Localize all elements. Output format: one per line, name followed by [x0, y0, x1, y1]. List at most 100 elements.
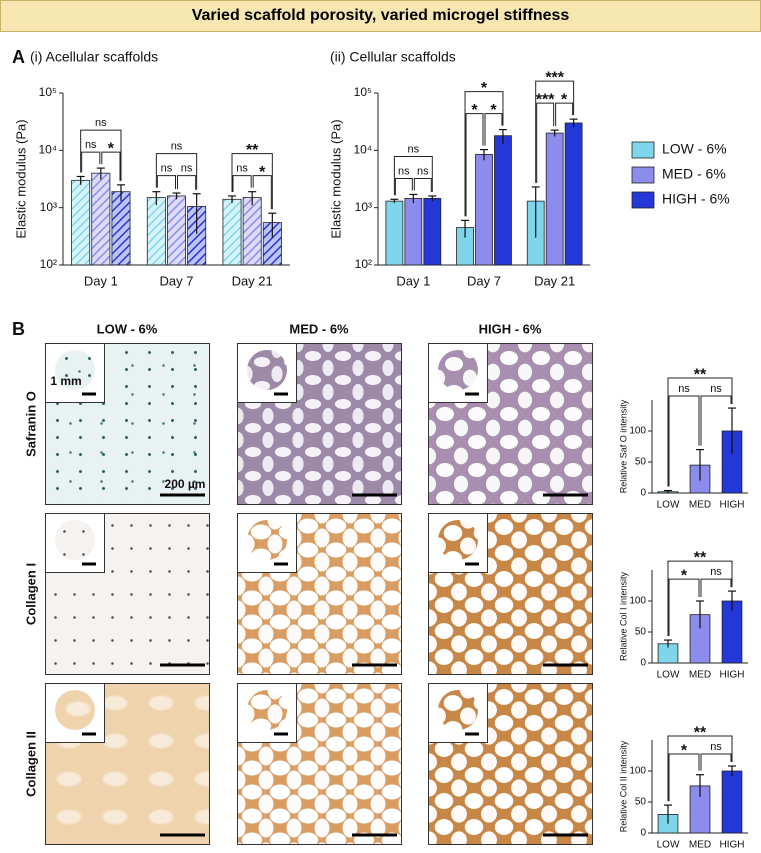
- inset-disc: [55, 520, 95, 560]
- y-axis-label: Relative Col II intensity: [618, 740, 628, 832]
- y-tick-label: 100: [629, 596, 646, 607]
- legend-label: HIGH - 6%: [662, 191, 730, 207]
- significance-bracket: [555, 102, 574, 127]
- significance-label: *: [561, 91, 568, 108]
- y-tick-label: 10³: [355, 200, 372, 214]
- significance-bracket: [177, 175, 197, 190]
- significance-label: *: [471, 102, 478, 119]
- bar: [222, 198, 242, 266]
- bar: [167, 195, 186, 266]
- significance-bracket: [465, 113, 484, 217]
- significance-label: ns: [236, 163, 248, 175]
- y-tick-label: 0: [640, 488, 646, 499]
- x-tick-label: Day 7: [160, 273, 194, 288]
- bar: [494, 135, 512, 266]
- legend-swatch: [631, 191, 655, 209]
- legend-label: MED - 6%: [662, 166, 726, 182]
- x-tick-label: HIGH: [720, 500, 745, 511]
- bar: [423, 198, 442, 266]
- significance-label: **: [694, 724, 707, 741]
- y-tick-label: 10⁵: [354, 85, 372, 99]
- significance-label: **: [694, 549, 707, 566]
- chart-title: (i) Acellular scaffolds: [30, 49, 158, 65]
- x-tick-label: HIGH: [720, 670, 745, 681]
- significance-bracket: [535, 80, 575, 183]
- x-tick-label: MED: [689, 670, 711, 681]
- x-tick-label: LOW: [657, 670, 680, 681]
- micrograph: [45, 513, 210, 675]
- significance-bracket: [231, 153, 273, 210]
- significance-bracket: [700, 753, 732, 771]
- significance-label: ns: [710, 383, 722, 395]
- y-tick-label: 10⁴: [38, 143, 57, 157]
- significance-label: **: [694, 366, 707, 383]
- y-tick-label: 50: [635, 797, 647, 808]
- significance-bracket: [484, 113, 503, 146]
- significance-label: ns: [181, 163, 193, 175]
- x-tick-label: Day 21: [534, 273, 575, 288]
- x-tick-label: MED: [689, 500, 711, 511]
- significance-label: ns: [710, 566, 722, 578]
- legend-swatch: [631, 141, 655, 159]
- legend-swatch: [631, 166, 655, 184]
- scale-label: 200 µm: [165, 477, 206, 491]
- panel-label: A: [12, 47, 25, 67]
- micrograph: [428, 343, 593, 505]
- significance-bracket: [668, 753, 700, 802]
- inset: [238, 684, 297, 743]
- column-header: LOW - 6%: [97, 321, 158, 336]
- y-tick-label: 50: [635, 457, 647, 468]
- significance-bracket: [101, 151, 121, 181]
- significance-bracket: [700, 578, 732, 597]
- significance-label: ns: [171, 141, 183, 153]
- significance-label: *: [108, 140, 115, 157]
- significance-bracket: [667, 735, 733, 802]
- column-header: MED - 6%: [289, 321, 349, 336]
- y-tick-label: 100: [629, 766, 646, 777]
- bar: [721, 770, 743, 834]
- significance-bracket: [156, 175, 176, 190]
- legend-label: LOW - 6%: [662, 141, 727, 157]
- y-tick-label: 100: [629, 426, 646, 437]
- bar: [385, 200, 404, 266]
- significance-bracket: [394, 177, 413, 196]
- x-tick-label: Day 1: [84, 273, 118, 288]
- column-header: HIGH - 6%: [479, 321, 542, 336]
- y-tick-label: 10⁴: [353, 143, 372, 157]
- bar: [545, 132, 564, 266]
- row-header: Safranin O: [23, 391, 38, 457]
- y-tick-label: 10³: [40, 200, 57, 214]
- x-tick-label: Day 7: [467, 273, 501, 288]
- bar: [146, 197, 166, 266]
- y-tick-label: 50: [635, 627, 647, 638]
- significance-label: ns: [678, 383, 690, 395]
- y-tick-label: 10²: [40, 257, 57, 271]
- inset-disc: [55, 350, 95, 390]
- significance-label: *: [490, 102, 497, 119]
- bar: [111, 191, 131, 266]
- significance-label: *: [259, 164, 266, 181]
- scale-bars: [82, 392, 588, 837]
- header-title: Varied scaffold porosity, varied microge…: [0, 0, 761, 32]
- significance-bracket: [700, 395, 732, 446]
- inset-disc: [247, 350, 287, 390]
- micrograph: [45, 683, 210, 845]
- significance-bracket: [155, 153, 198, 190]
- significance-bracket: [80, 129, 122, 181]
- chart-title: (ii) Cellular scaffolds: [330, 49, 456, 65]
- inset: [429, 344, 488, 403]
- y-tick-label: 0: [640, 658, 646, 669]
- significance-bracket: [667, 377, 733, 487]
- significance-label: ns: [398, 165, 410, 177]
- x-tick-label: Day 21: [232, 273, 273, 288]
- significance-label: ns: [161, 163, 173, 175]
- significance-label: ns: [408, 143, 420, 155]
- inset-disc: [55, 690, 95, 730]
- significance-bracket: [536, 102, 555, 183]
- x-tick-label: HIGH: [720, 840, 745, 851]
- bar: [404, 198, 423, 266]
- x-tick-label: LOW: [657, 500, 680, 511]
- x-tick-label: LOW: [657, 840, 680, 851]
- significance-bracket: [464, 91, 504, 217]
